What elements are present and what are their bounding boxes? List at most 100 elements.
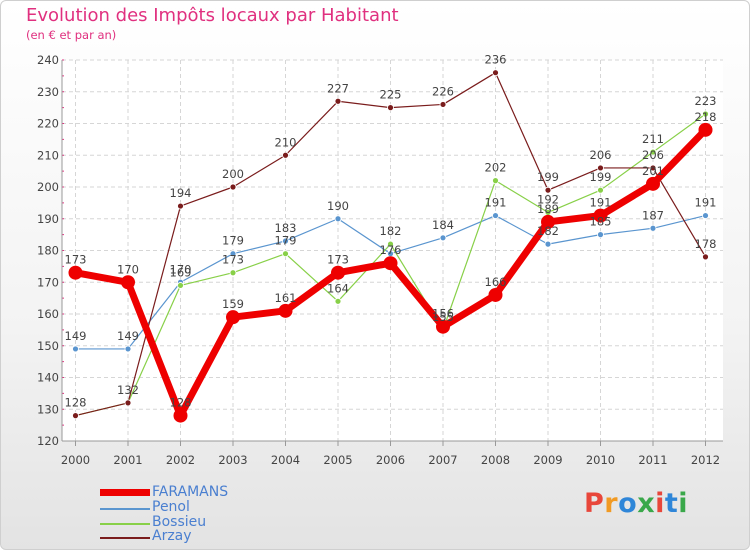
data-label: 189 — [537, 202, 559, 216]
data-point-bossieu — [282, 250, 289, 258]
data-label: 164 — [327, 281, 349, 295]
y-tick-label: 180 — [37, 244, 59, 258]
data-point-arzay — [387, 104, 394, 112]
data-point-penol — [492, 212, 499, 219]
data-label: 226 — [432, 84, 454, 98]
data-point-arzay — [597, 164, 604, 172]
chart-title: Evolution des Impôts locaux par Habitant — [26, 5, 399, 26]
data-label: 173 — [327, 253, 349, 267]
data-label: 173 — [65, 253, 87, 267]
data-label: 170 — [170, 262, 192, 276]
data-label: 199 — [537, 170, 559, 184]
data-point-arzay — [439, 101, 447, 108]
data-label: 183 — [275, 221, 297, 235]
data-point-arzay — [702, 253, 709, 261]
chart-subtitle: (en € et par an) — [26, 28, 117, 42]
data-point-bossieu — [334, 297, 342, 305]
data-label: 190 — [327, 199, 349, 213]
legend-swatch-arzay — [100, 537, 150, 539]
x-tick-label: 2002 — [166, 453, 195, 467]
data-label: 182 — [537, 224, 559, 238]
x-tick-label: 2007 — [428, 453, 457, 467]
y-tick-label: 240 — [37, 53, 59, 67]
data-label: 202 — [485, 161, 507, 175]
x-tick-label: 2000 — [61, 453, 90, 467]
x-tick-label: 2003 — [218, 453, 247, 467]
data-label: 156 — [432, 307, 454, 321]
data-point-arzay — [492, 69, 499, 77]
proxiti-logo: Proxiti — [584, 488, 688, 519]
data-point-penol — [649, 224, 657, 232]
y-tick-label: 190 — [37, 212, 59, 226]
data-point-arzay — [124, 399, 132, 407]
data-label: 192 — [537, 192, 559, 206]
data-point-faramans — [593, 208, 608, 223]
data-label: 155 — [432, 310, 454, 324]
y-tick-label: 150 — [37, 339, 59, 353]
data-label: 201 — [642, 164, 664, 178]
data-point-arzay — [72, 412, 79, 420]
data-label: 149 — [117, 329, 139, 343]
data-point-bossieu — [492, 177, 499, 185]
y-tick-label: 130 — [37, 402, 59, 416]
data-point-faramans — [541, 214, 555, 229]
data-label: 179 — [275, 234, 297, 248]
data-label: 166 — [485, 275, 507, 289]
data-point-bossieu — [387, 240, 394, 248]
logo-letter: P — [584, 488, 605, 519]
data-point-bossieu — [229, 269, 237, 277]
legend-label-penol: Penol — [152, 499, 190, 515]
x-tick-label: 2001 — [113, 453, 142, 467]
data-point-penol — [597, 231, 604, 239]
data-point-penol — [72, 345, 79, 353]
data-point-faramans — [488, 287, 503, 302]
data-label: 161 — [275, 291, 297, 305]
y-tick-label: 160 — [37, 307, 59, 321]
data-label: 236 — [485, 53, 507, 67]
data-point-arzay — [649, 164, 657, 172]
data-point-arzay — [544, 186, 552, 194]
data-point-bossieu — [702, 110, 709, 118]
data-label: 218 — [695, 110, 717, 124]
y-tick-label: 120 — [37, 434, 59, 448]
x-tick-label: 2009 — [533, 453, 562, 467]
data-label: 149 — [65, 329, 87, 343]
logo-letter: i — [655, 488, 665, 519]
data-point-faramans — [68, 265, 83, 280]
data-point-arzay — [282, 151, 289, 159]
data-point-faramans — [646, 176, 660, 191]
data-label: 178 — [695, 237, 717, 251]
data-label: 191 — [590, 196, 612, 210]
logo-letter: r — [604, 488, 619, 519]
data-label: 132 — [117, 383, 139, 397]
data-label: 206 — [642, 148, 664, 162]
data-point-faramans — [173, 408, 188, 423]
data-point-bossieu — [597, 186, 604, 194]
data-label: 128 — [65, 396, 87, 410]
data-point-penol — [124, 345, 132, 353]
data-label: 225 — [380, 88, 402, 102]
logo-letter: o — [618, 488, 638, 519]
data-label: 170 — [117, 262, 139, 276]
x-tick-label: 2010 — [586, 453, 615, 467]
data-point-faramans — [698, 122, 713, 137]
x-tick-label: 2006 — [376, 453, 405, 467]
legend-swatch-bossieu — [100, 523, 150, 525]
data-label: 187 — [642, 208, 664, 222]
x-tick-label: 2011 — [638, 453, 667, 467]
data-label: 191 — [485, 196, 507, 210]
data-point-faramans — [226, 310, 240, 325]
data-label: 169 — [170, 265, 192, 279]
data-label: 210 — [275, 135, 297, 149]
data-label: 179 — [222, 234, 244, 248]
logo-letter: x — [637, 488, 656, 519]
legend-label-bossieu: Bossieu — [152, 514, 207, 530]
data-label: 223 — [695, 94, 717, 108]
data-label: 182 — [380, 224, 402, 238]
x-tick-label: 2005 — [323, 453, 352, 467]
data-label: 199 — [590, 170, 612, 184]
legend-label-arzay: Arzay — [152, 528, 192, 544]
data-point-penol — [229, 250, 237, 258]
data-point-penol — [439, 234, 447, 242]
